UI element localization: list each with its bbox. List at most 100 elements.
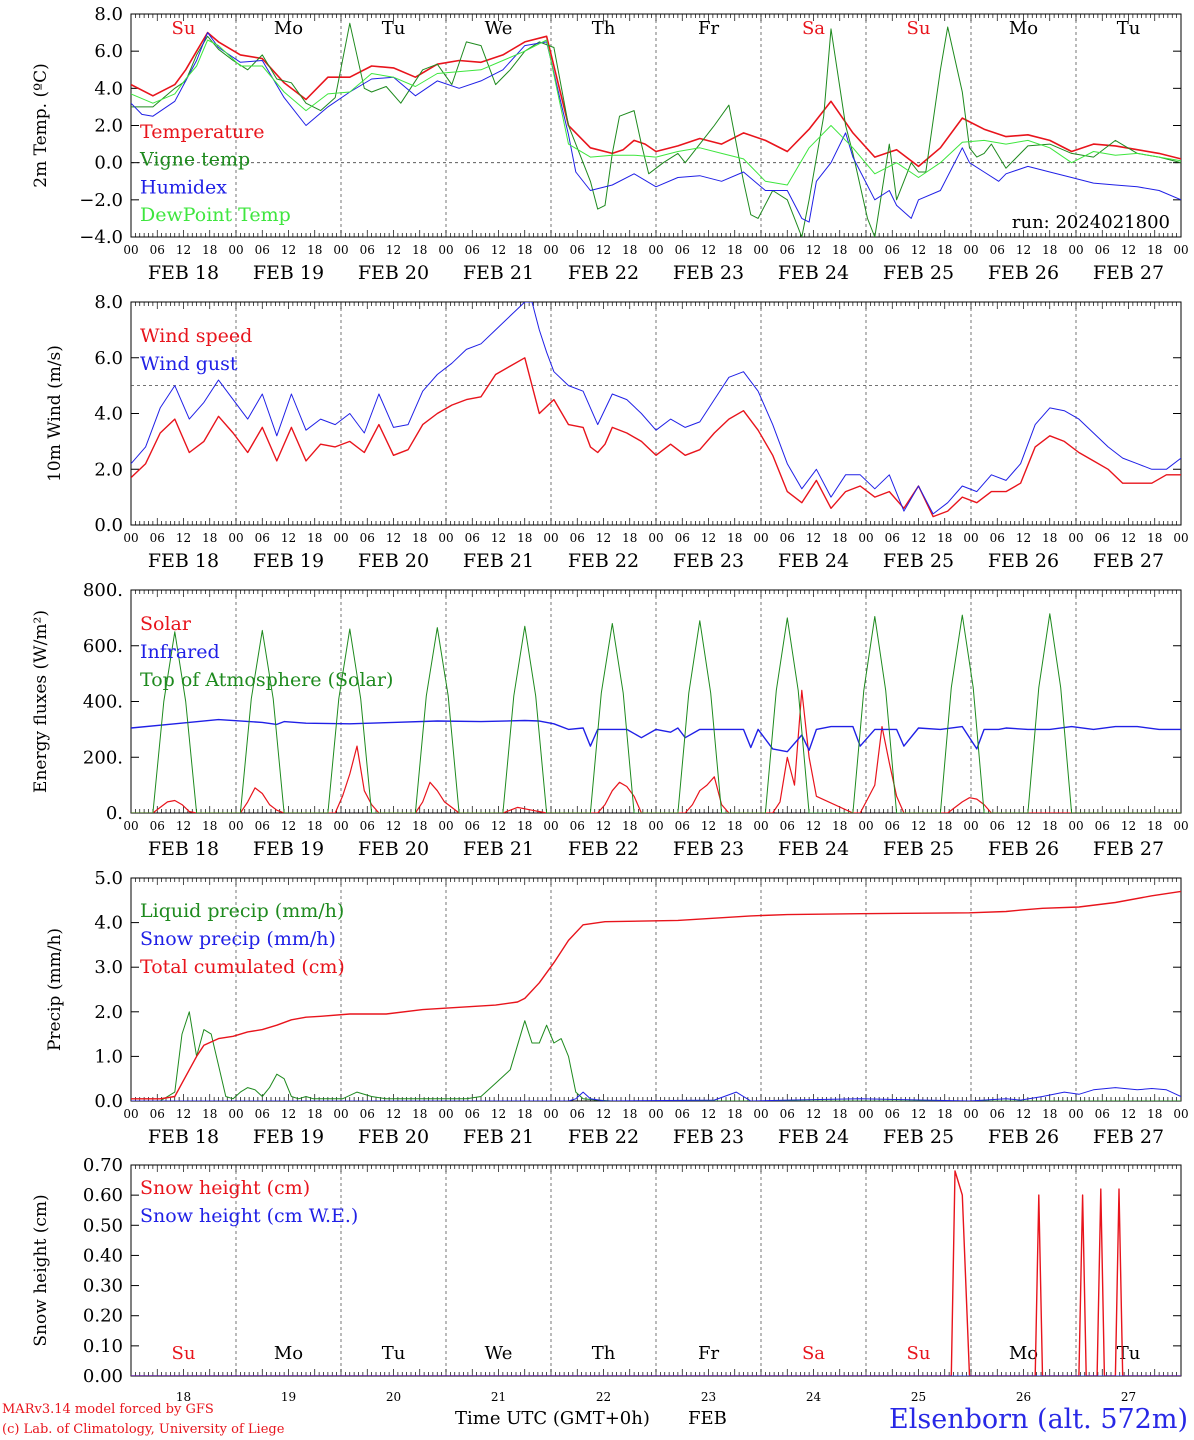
hour-tick-label: 00 xyxy=(963,819,978,833)
date-label: FEB 21 xyxy=(463,838,534,860)
run-label: run: 2024021800 xyxy=(1012,212,1170,233)
y-tick-label: 4.0 xyxy=(94,913,123,934)
hour-tick-label: 06 xyxy=(780,243,795,257)
hour-tick-label: 18 xyxy=(412,1107,427,1121)
hour-tick-label: 18 xyxy=(727,243,742,257)
hour-tick-label: 18 xyxy=(517,243,532,257)
weekday-label: Su xyxy=(172,18,196,39)
y-axis-title: 2m Temp. (ºC) xyxy=(31,63,51,188)
hour-tick-label: 06 xyxy=(465,531,480,545)
date-label: FEB 21 xyxy=(463,550,534,572)
hour-tick-label: 06 xyxy=(1095,1107,1110,1121)
hour-tick-label: 00 xyxy=(648,243,663,257)
hour-tick-label: 18 xyxy=(937,819,952,833)
weekday-label: Tu xyxy=(382,1343,406,1364)
hour-tick-label: 06 xyxy=(360,243,375,257)
hour-tick-label: 18 xyxy=(1147,819,1162,833)
date-label: FEB 27 xyxy=(1093,838,1164,860)
date-label: FEB 18 xyxy=(148,262,219,284)
hour-tick-label: 06 xyxy=(465,1107,480,1121)
hour-tick-label: 06 xyxy=(1095,243,1110,257)
hour-tick-label: 18 xyxy=(832,1107,847,1121)
day-number-label: 23 xyxy=(701,1390,716,1404)
hour-tick-label: 06 xyxy=(360,819,375,833)
hour-tick-label: 18 xyxy=(727,1107,742,1121)
chart-panels: 8.0 6.0 4.0 2.0 0.0 −2.0 −4.0 2m Temp. (ºC) 00 06… xyxy=(31,4,1189,1404)
date-label: FEB 27 xyxy=(1093,262,1164,284)
date-label: FEB 21 xyxy=(463,1126,534,1148)
day-number-label: 24 xyxy=(806,1390,822,1404)
date-label: FEB 26 xyxy=(988,1126,1059,1148)
y-tick-label: 600. xyxy=(83,636,123,657)
y-tick-label: 2.0 xyxy=(94,459,123,480)
series-group xyxy=(131,22,1181,237)
legend-entry: Snow height (cm W.E.) xyxy=(140,1205,358,1227)
hour-tick-label: 12 xyxy=(1121,819,1136,833)
panel-5: 0.70 0.60 0.50 0.40 0.30 0.20 0.10 0.00 Snow hei… xyxy=(31,1155,1182,1404)
hour-tick-label: 00 xyxy=(858,1107,873,1121)
y-tick-label: 0.0 xyxy=(94,515,123,536)
plot-frame xyxy=(130,589,1182,814)
hour-tick-label: 12 xyxy=(806,243,821,257)
weekday-label: Sa xyxy=(802,18,825,39)
hour-tick-label: 00 xyxy=(1068,531,1083,545)
y-tick-label: 200. xyxy=(83,747,123,768)
legend-entry: Snow height (cm) xyxy=(140,1177,310,1199)
hour-tick-label: 12 xyxy=(176,243,191,257)
hour-tick-label: 06 xyxy=(780,819,795,833)
series-line-1 xyxy=(131,689,1181,813)
y-tick-label: 0.00 xyxy=(83,1366,123,1387)
hour-tick-label: 00 xyxy=(123,1107,138,1121)
y-tick-label: 1.0 xyxy=(94,1046,123,1067)
hour-tick-label: 00 xyxy=(753,1107,768,1121)
hour-tick-label: 12 xyxy=(1121,1107,1136,1121)
hour-tick-label: 00 xyxy=(753,531,768,545)
hour-tick-label: 00 xyxy=(123,819,138,833)
y-tick-label: 0.20 xyxy=(83,1306,123,1327)
date-label: FEB 26 xyxy=(988,838,1059,860)
hour-tick-label: 00 xyxy=(333,1107,348,1121)
legend-entry: Snow precip (mm/h) xyxy=(140,928,336,950)
y-tick-label: 0.10 xyxy=(83,1336,123,1357)
hour-tick-label: 00 xyxy=(333,819,348,833)
day-number-label: 19 xyxy=(281,1390,296,1404)
model-credit: MARv3.14 model forced by GFS xyxy=(2,1402,214,1417)
y-tick-label: 0.0 xyxy=(94,153,123,174)
series-line-4 xyxy=(131,39,1181,186)
y-tick-label: 2.0 xyxy=(94,116,123,137)
date-label: FEB 22 xyxy=(568,1126,639,1148)
date-label: FEB 22 xyxy=(568,838,639,860)
series-group xyxy=(131,890,1181,1101)
weekday-label: Mo xyxy=(1009,18,1038,39)
hour-tick-label: 18 xyxy=(622,531,637,545)
hour-tick-label: 12 xyxy=(386,243,401,257)
hour-tick-label: 00 xyxy=(438,1107,453,1121)
legend-entry: Solar xyxy=(140,613,192,635)
hour-tick-label: 18 xyxy=(202,243,217,257)
legend-entry: Total cumulated (cm) xyxy=(140,956,345,978)
y-tick-label: 400. xyxy=(83,692,123,713)
y-tick-label: 0.30 xyxy=(83,1276,123,1297)
weekday-label: Fr xyxy=(698,18,719,39)
legend-entry: Top of Atmosphere (Solar) xyxy=(140,669,393,691)
hour-tick-label: 00 xyxy=(1068,1107,1083,1121)
legend-entry: Wind speed xyxy=(140,325,252,347)
series-line-2 xyxy=(131,302,1181,515)
hour-tick-label: 12 xyxy=(176,531,191,545)
hour-tick-label: 06 xyxy=(255,531,270,545)
y-axis-title: 10m Wind (m/s) xyxy=(45,345,65,482)
hour-tick-label: 06 xyxy=(675,819,690,833)
hour-tick-label: 12 xyxy=(806,531,821,545)
y-tick-label: 8.0 xyxy=(94,292,123,313)
hour-tick-label: 12 xyxy=(281,1107,296,1121)
hour-tick-label: 18 xyxy=(937,1107,952,1121)
hour-tick-label: 18 xyxy=(202,531,217,545)
hour-tick-label: 18 xyxy=(937,531,952,545)
hour-tick-label: 18 xyxy=(517,531,532,545)
hour-tick-label: 18 xyxy=(202,819,217,833)
weekday-label: Th xyxy=(592,18,616,39)
hour-tick-label: 06 xyxy=(675,1107,690,1121)
series-line-1 xyxy=(131,31,1181,168)
hour-tick-label: 06 xyxy=(465,819,480,833)
series-line-2 xyxy=(131,22,1181,237)
